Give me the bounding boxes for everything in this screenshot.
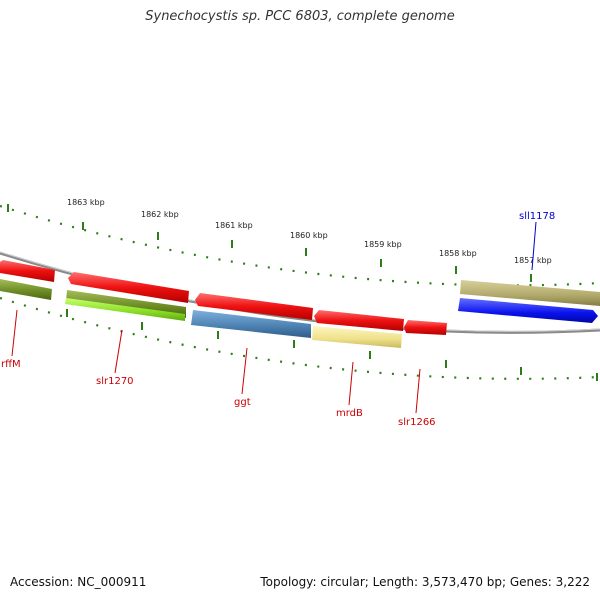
outer-major-ticks [7, 204, 532, 282]
topology-text: Topology: circular; Length: 3,573,470 bp… [260, 575, 590, 589]
map-title: Synechocystis sp. PCC 6803, complete gen… [145, 9, 455, 24]
outer-tick-ring [0, 204, 600, 287]
gene-labels: rffM slr1270 ggt mrdB slr1266 sll1178 [1, 211, 555, 428]
forward-cds-track [0, 260, 447, 335]
gene-bar [0, 279, 52, 300]
gene-arrow [68, 272, 189, 303]
gene-arrow [458, 298, 598, 323]
scale-label: 1860 kbp [290, 231, 328, 240]
gene-label-rffM: rffM [1, 359, 21, 370]
gene-label-sll1178: sll1178 [519, 211, 555, 222]
accession-text: Accession: NC_000911 [10, 575, 147, 589]
gene-arrow [195, 293, 313, 320]
scale-label: 1858 kbp [439, 249, 477, 258]
inner-major-ticks [66, 309, 598, 381]
label-leaders [11, 221, 537, 414]
gene-bar [191, 310, 311, 338]
gene-label-mrdB: mrdB [336, 408, 363, 419]
scale-label: 1862 kbp [141, 210, 179, 219]
scale-label: 1861 kbp [215, 221, 253, 230]
gene-arrow [0, 260, 55, 282]
gene-label-ggt: ggt [234, 397, 251, 408]
gene-arrow [404, 320, 447, 335]
scale-label: 1863 kbp [67, 198, 105, 207]
gene-arrow [314, 310, 404, 331]
forward-feature-track [0, 279, 402, 348]
scale-label: 1859 kbp [364, 240, 402, 249]
gene-bar [312, 326, 402, 348]
gene-label-slr1266: slr1266 [398, 417, 436, 428]
scale-labels: 1863 kbp 1862 kbp 1861 kbp 1860 kbp 1859… [67, 198, 552, 265]
reverse-feature-track [458, 280, 600, 323]
gene-bar [460, 280, 600, 306]
gene-bar [65, 298, 185, 321]
gene-label-slr1270: slr1270 [96, 376, 134, 387]
